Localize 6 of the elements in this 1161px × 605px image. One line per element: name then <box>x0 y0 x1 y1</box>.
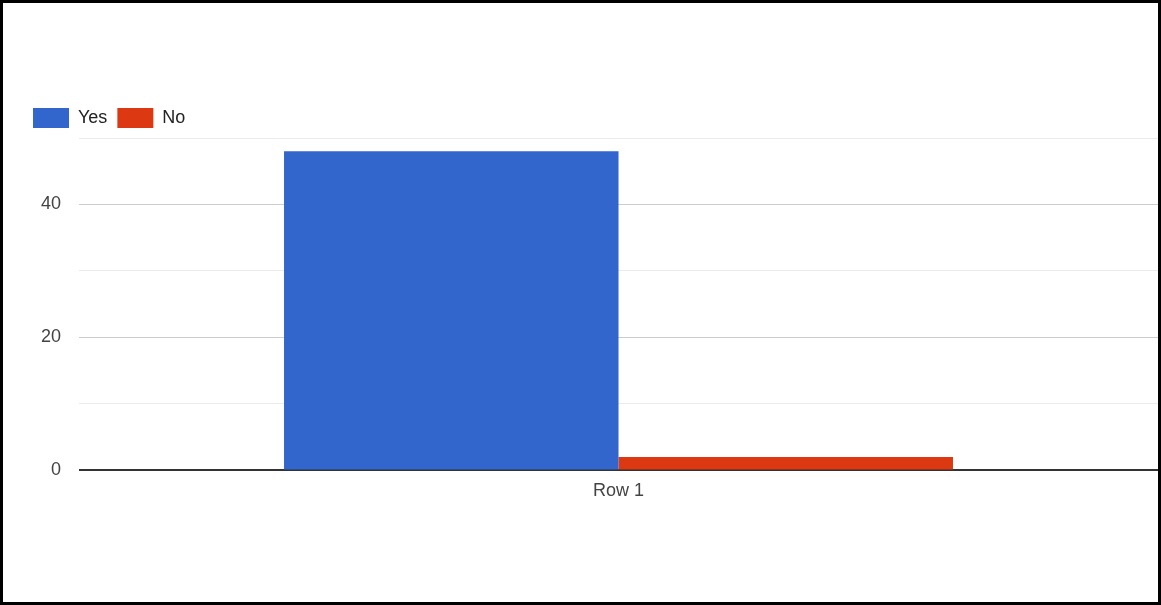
y-tick-label: 20 <box>40 326 62 347</box>
legend-label: No <box>162 106 186 127</box>
x-tick-label: Row 1 <box>593 480 645 501</box>
y-tick-label: 40 <box>40 193 62 214</box>
legend-label: Yes <box>78 106 108 127</box>
y-tick-label: 0 <box>51 459 62 480</box>
